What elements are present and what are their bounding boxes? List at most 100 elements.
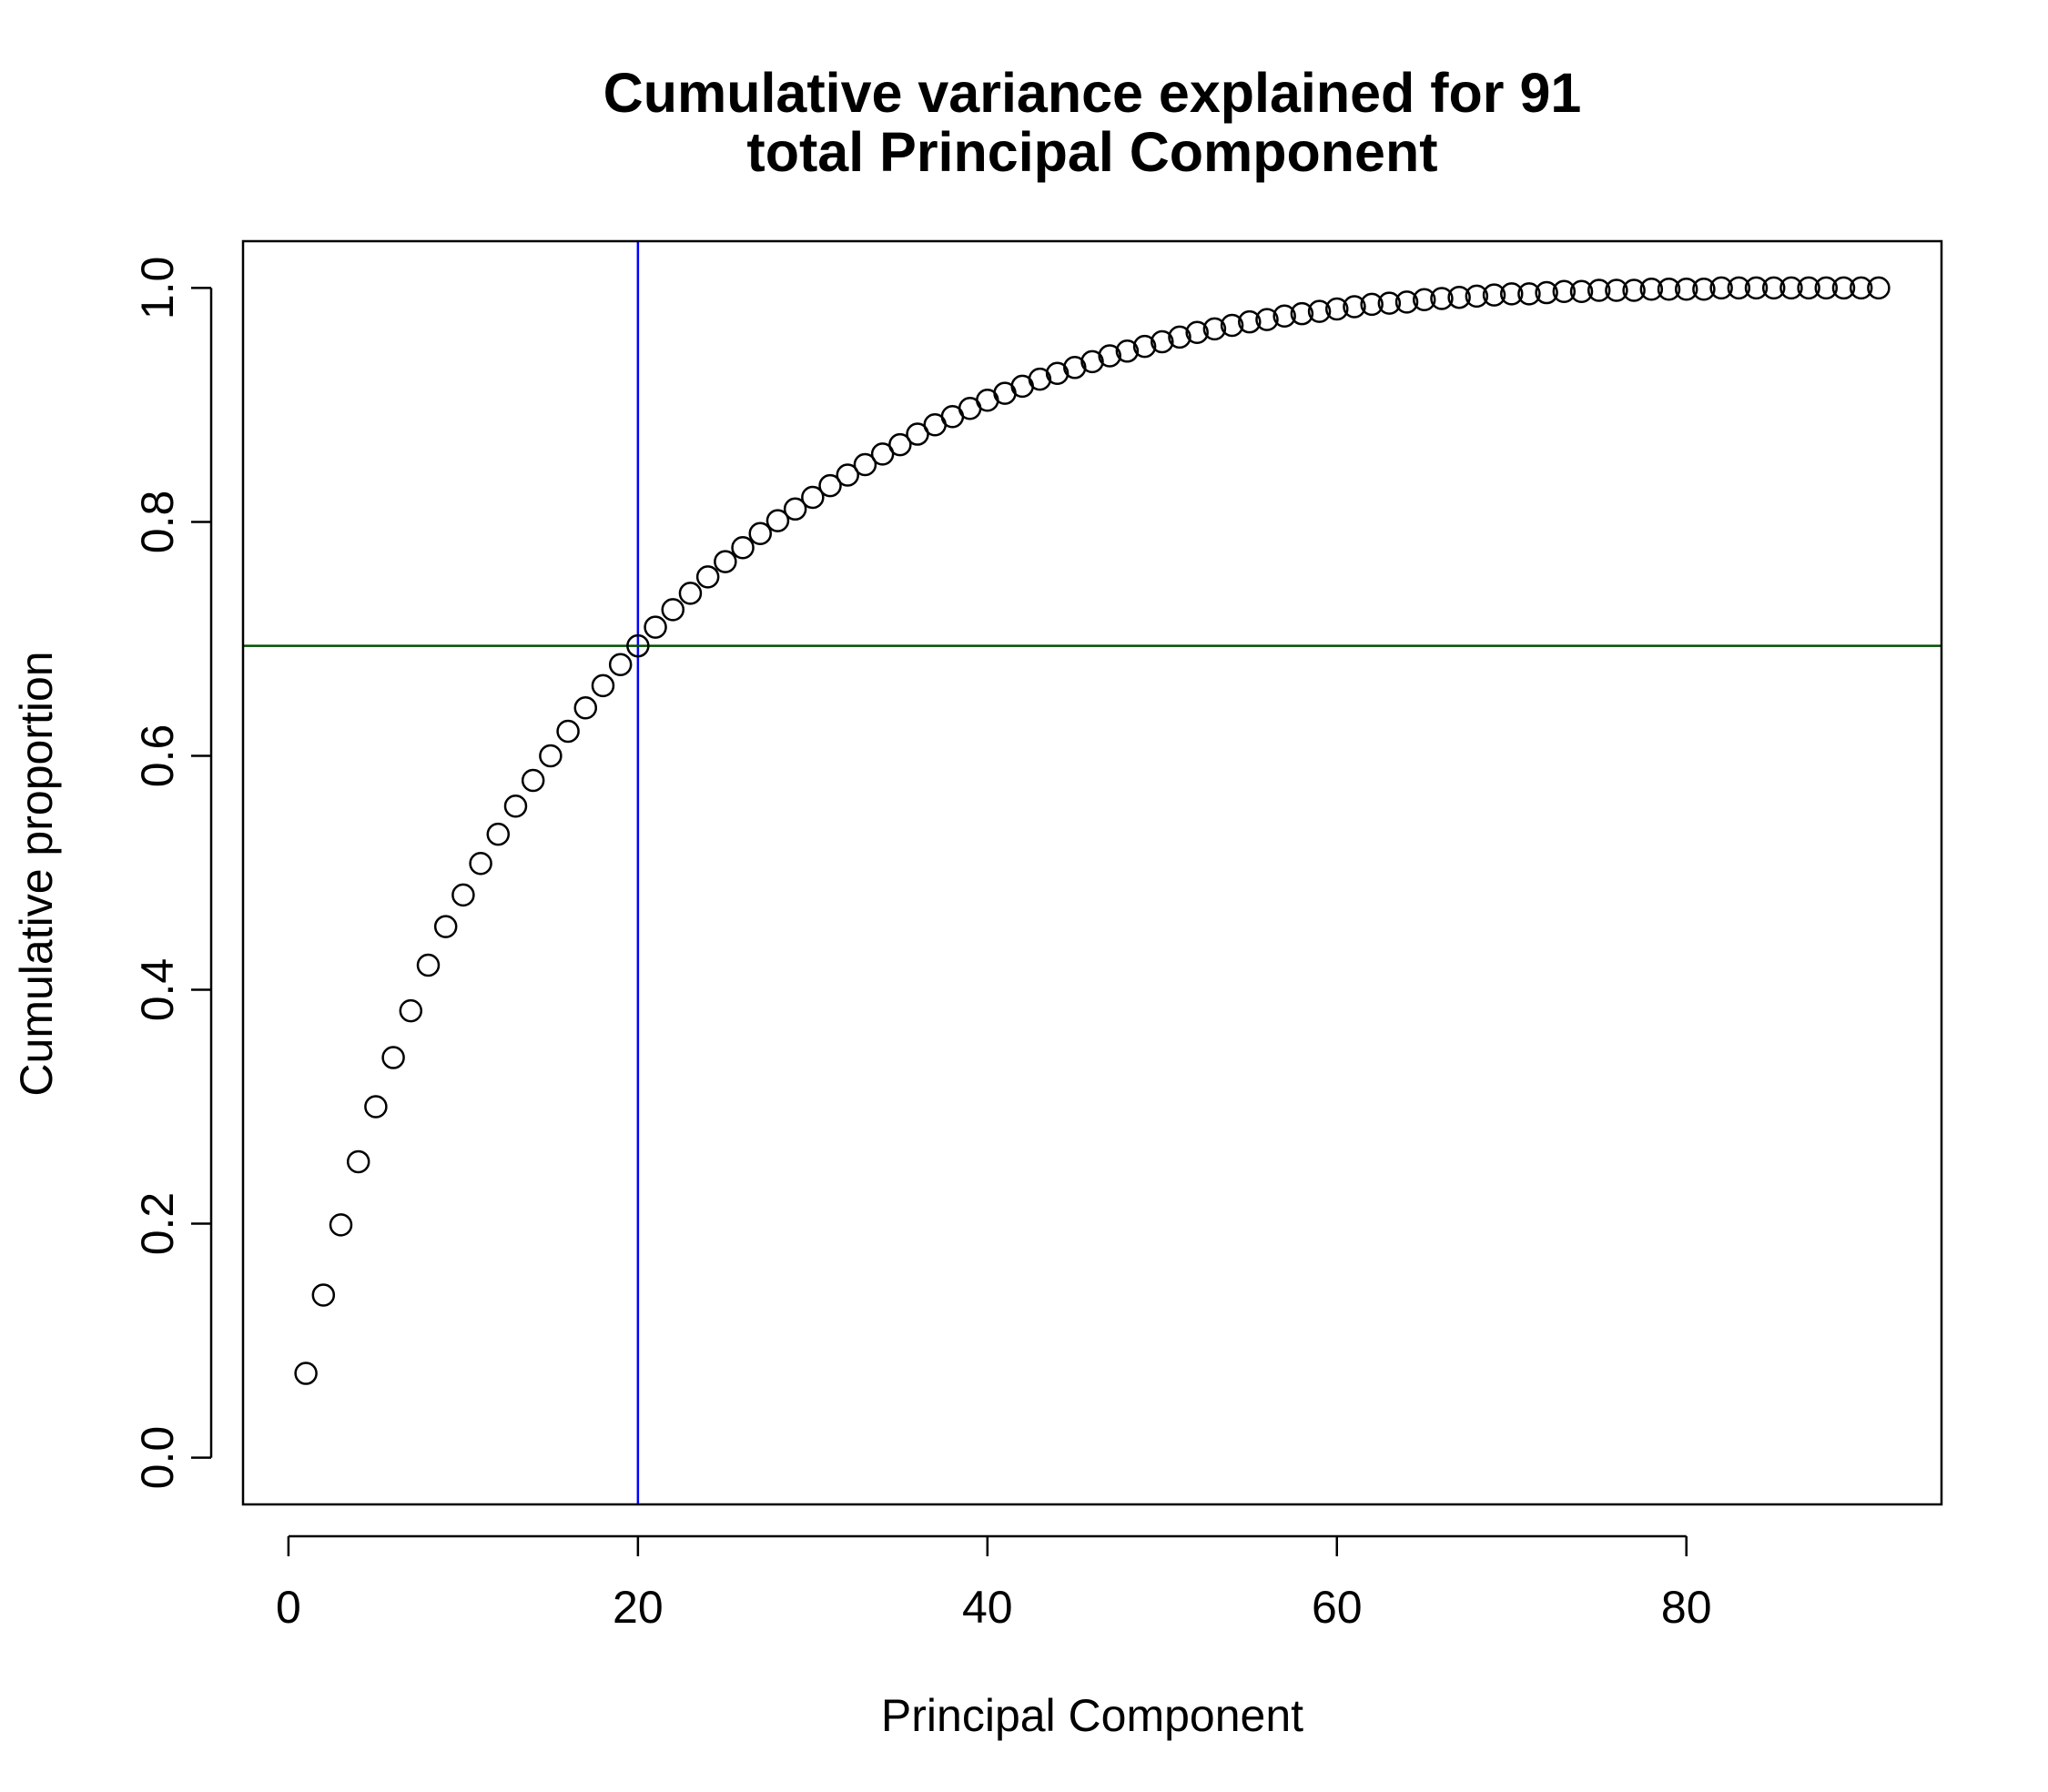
data-point — [1185, 320, 1209, 344]
data-point — [695, 565, 720, 589]
data-point — [469, 851, 492, 876]
data-point — [1098, 344, 1121, 368]
data-point — [1447, 285, 1471, 309]
x-tick-label: 60 — [1312, 1582, 1363, 1633]
y-tick-label: 0.8 — [132, 491, 183, 554]
data-point — [748, 521, 772, 546]
x-tick-label: 40 — [962, 1582, 1013, 1633]
x-tick-label: 0 — [276, 1582, 301, 1633]
data-point — [1622, 278, 1646, 302]
data-point — [364, 1095, 388, 1119]
data-point — [661, 598, 685, 622]
data-point — [731, 535, 755, 560]
data-point — [486, 822, 511, 846]
data-point — [1692, 277, 1716, 301]
data-point — [539, 744, 563, 768]
data-point — [1779, 276, 1803, 300]
data-point — [1535, 280, 1558, 305]
data-point — [381, 1046, 405, 1069]
x-axis: 0 20 40 60 80 — [276, 1534, 1712, 1633]
data-point — [1307, 299, 1332, 323]
data-point — [556, 719, 580, 744]
data-point — [1132, 334, 1157, 359]
data-point — [1867, 276, 1891, 300]
data-point — [399, 998, 423, 1023]
data-point — [1394, 290, 1419, 314]
data-point — [1849, 276, 1873, 300]
data-point — [644, 615, 667, 639]
data-point — [626, 633, 650, 658]
y-tick-label: 0.6 — [132, 724, 183, 788]
data-point — [1482, 283, 1506, 307]
reference-lines — [243, 241, 1942, 1504]
data-point — [1587, 278, 1611, 302]
data-point — [1220, 313, 1244, 338]
data-point — [608, 653, 633, 676]
data-point — [1360, 292, 1384, 317]
data-point — [416, 953, 441, 977]
x-tick-label: 20 — [613, 1582, 664, 1633]
chart-title-line-1: Cumulative variance explained for 91 — [603, 62, 1582, 124]
data-point — [521, 768, 545, 793]
y-tick-label: 0.4 — [132, 958, 183, 1022]
data-point — [870, 442, 895, 466]
y-tick-label: 0.0 — [132, 1426, 183, 1490]
data-point — [818, 473, 842, 498]
data-point — [1168, 325, 1191, 349]
data-point — [1028, 367, 1052, 391]
data-point — [1063, 356, 1087, 380]
data-point — [1430, 287, 1454, 310]
data-point — [1238, 309, 1262, 334]
data-point — [1343, 295, 1366, 319]
data-point — [1831, 276, 1856, 300]
data-point — [329, 1213, 353, 1237]
data-point — [714, 550, 737, 573]
data-point — [853, 452, 877, 477]
data-points — [294, 276, 1891, 1385]
data-point — [1151, 329, 1174, 354]
data-point — [1272, 304, 1296, 329]
plot-frame — [241, 239, 1943, 1506]
data-point — [906, 422, 929, 446]
data-point — [311, 1283, 336, 1307]
y-axis: 0.0 0.2 0.4 0.6 0.8 1.0 — [132, 257, 213, 1490]
data-point — [1727, 276, 1751, 300]
data-point — [1202, 317, 1227, 341]
y-axis-label: Cumulative proportion — [11, 651, 62, 1096]
data-point — [591, 673, 615, 698]
data-point — [836, 463, 859, 487]
data-point — [801, 485, 825, 510]
data-point — [1499, 282, 1524, 306]
data-point — [1255, 308, 1279, 331]
data-point — [1115, 339, 1140, 363]
data-point — [1569, 279, 1594, 304]
data-point — [573, 696, 598, 720]
data-point — [888, 432, 912, 457]
data-point — [1080, 349, 1104, 374]
data-point — [1657, 277, 1681, 301]
data-point — [1744, 276, 1769, 300]
y-tick-label: 0.2 — [132, 1192, 183, 1256]
data-point — [1674, 277, 1698, 301]
data-point — [1552, 279, 1577, 304]
data-point — [294, 1362, 318, 1385]
data-point — [783, 497, 807, 521]
data-point — [451, 883, 475, 907]
data-point — [1797, 276, 1820, 300]
data-point — [1413, 288, 1436, 312]
data-point — [1517, 282, 1541, 306]
data-point — [1377, 291, 1402, 315]
data-point — [1465, 284, 1489, 309]
data-point — [346, 1149, 370, 1174]
data-point — [503, 794, 528, 818]
data-point — [433, 915, 458, 938]
data-point — [1605, 278, 1628, 302]
data-point — [678, 582, 703, 605]
data-point — [1290, 301, 1314, 326]
data-point — [1814, 276, 1839, 300]
y-tick-label: 1.0 — [132, 257, 183, 320]
data-point — [1639, 277, 1664, 301]
data-point — [765, 509, 790, 532]
data-point — [1325, 297, 1349, 321]
